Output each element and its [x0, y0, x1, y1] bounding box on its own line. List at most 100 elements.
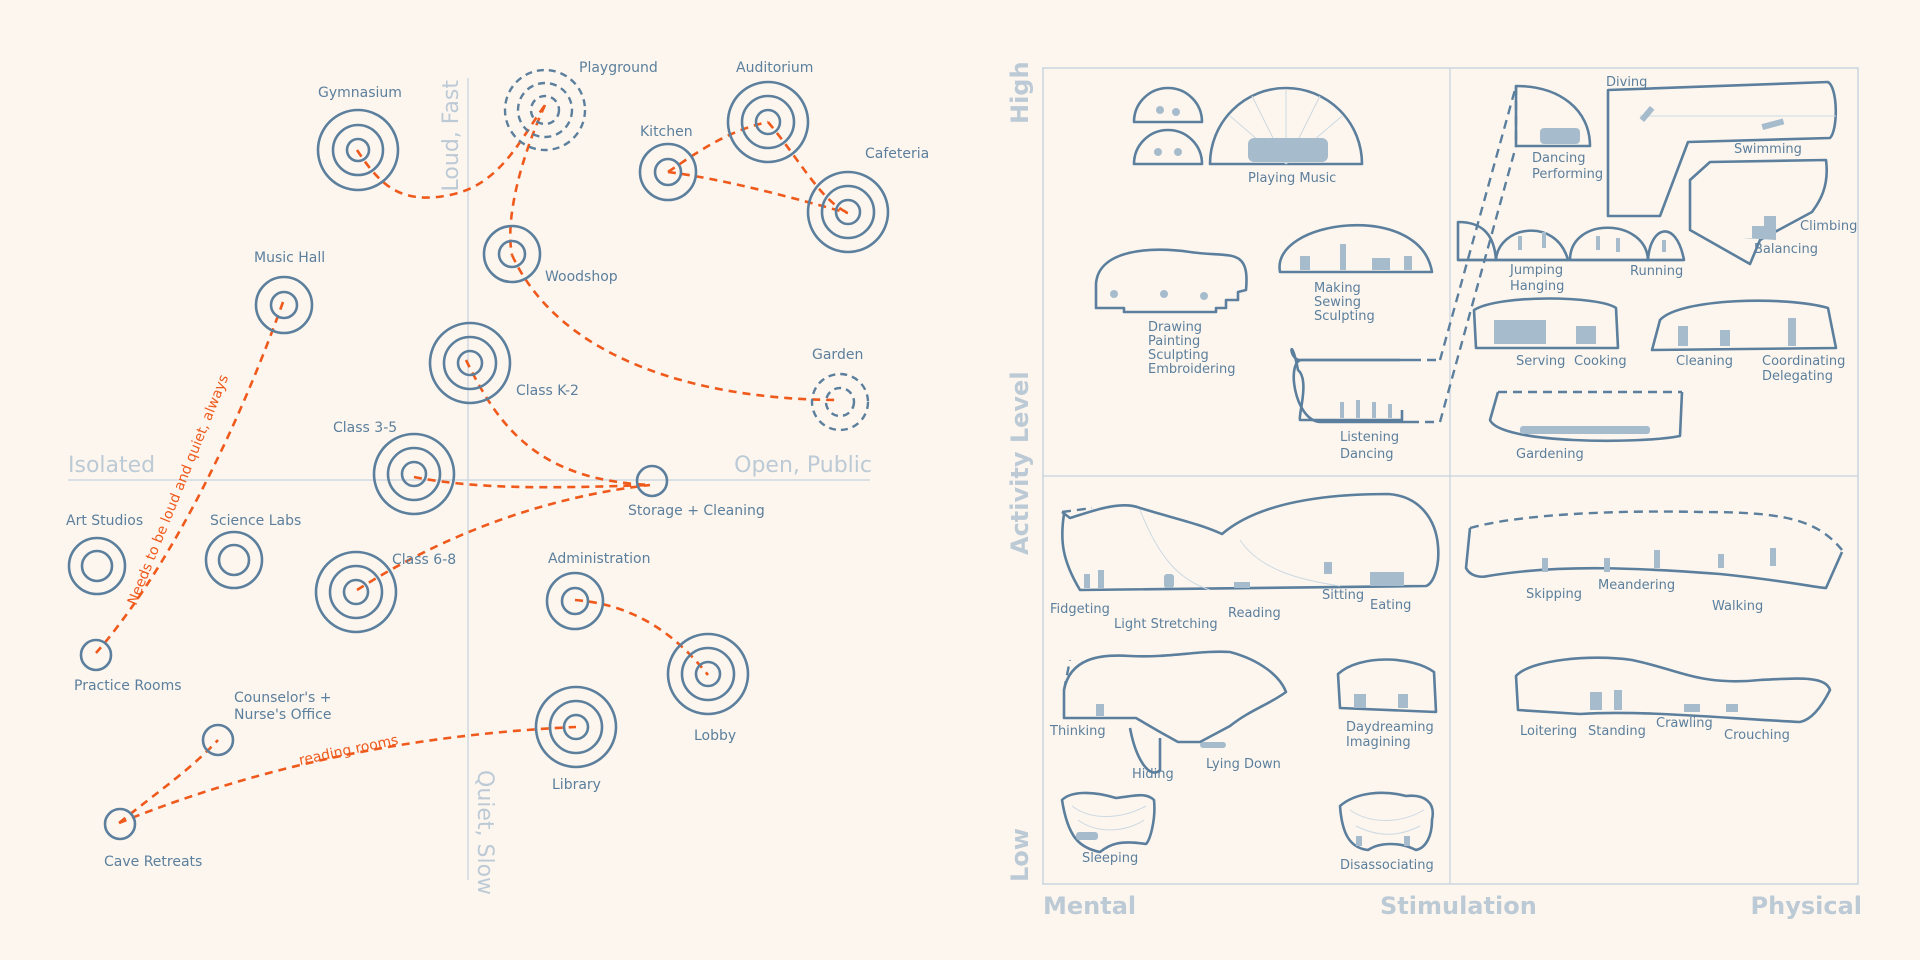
link-35-storage: [413, 475, 651, 489]
axis-label-quiet-slow: Quiet, Slow: [472, 770, 497, 895]
node-gymnasium-rings: [316, 108, 400, 192]
label-music-hall: Music Hall: [254, 250, 325, 266]
label-class-68: Class 6-8: [392, 552, 456, 568]
activity-diving-swimming: Diving Swimming: [1606, 75, 1838, 218]
x-axis-title: Stimulation: [1380, 892, 1537, 920]
label-skipping: Skipping: [1526, 587, 1582, 602]
label-balancing: Balancing: [1754, 242, 1818, 257]
y-axis-high: High: [1006, 61, 1034, 124]
label-cleaning: Cleaning: [1676, 354, 1733, 369]
activity-jumping-running: Jumping Hanging Running: [1456, 220, 1686, 294]
label-eating: Eating: [1370, 598, 1411, 613]
node-counselor-rings: [201, 723, 235, 757]
dancing-connector: [1438, 85, 1518, 423]
label-kitchen: Kitchen: [640, 124, 693, 140]
annotation-needs-loud-quiet: Needs to be loud and quiet, always: [125, 373, 232, 608]
link-gym-playground: [355, 104, 547, 199]
label-embroidering: Embroidering: [1148, 362, 1235, 377]
activity-thinking: Thinking Hiding Lying Down: [1049, 650, 1288, 782]
label-cafeteria: Cafeteria: [865, 146, 929, 162]
label-painting: Painting: [1148, 334, 1200, 349]
node-garden-rings: [810, 372, 870, 432]
label-sitting: Sitting: [1322, 588, 1364, 603]
activity-daydreaming: Daydreaming Imagining: [1336, 658, 1438, 750]
label-thinking: Thinking: [1049, 724, 1106, 739]
y-axis-low: Low: [1006, 828, 1034, 882]
left-diagram: Isolated Open, Public Loud, Fast Quiet, …: [66, 60, 929, 895]
label-fidgeting: Fidgeting: [1050, 602, 1110, 617]
label-coordinating: Coordinating: [1762, 354, 1845, 369]
label-swimming: Swimming: [1734, 142, 1802, 157]
link-cave-library: [118, 725, 577, 825]
link-auditorium-cafeteria: [767, 121, 849, 215]
label-class-35: Class 3-5: [333, 420, 397, 436]
label-auditorium: Auditorium: [736, 60, 813, 76]
activity-loitering: Loitering Standing Crawling Crouching: [1514, 656, 1832, 743]
label-disassociating: Disassociating: [1340, 858, 1434, 873]
label-gardening: Gardening: [1516, 447, 1584, 462]
label-lobby: Lobby: [694, 728, 736, 744]
label-playground: Playground: [579, 60, 658, 76]
link-k2-storage: [464, 359, 651, 487]
label-performing: Performing: [1532, 167, 1603, 182]
label-jumping: Jumping: [1509, 263, 1563, 278]
label-cave-retreats: Cave Retreats: [104, 854, 202, 870]
label-science-labs: Science Labs: [210, 513, 301, 529]
link-68-storage: [356, 483, 651, 592]
activity-serving-cooking: Serving Cooking: [1472, 297, 1627, 369]
node-woodshop-rings: [482, 224, 542, 284]
label-woodshop: Woodshop: [545, 269, 618, 285]
activity-disassociating: Disassociating: [1338, 791, 1435, 873]
activity-dancing-performing: Dancing Performing: [1514, 84, 1603, 182]
label-reading: Reading: [1228, 606, 1281, 621]
relationship-links: [95, 104, 849, 825]
node-library-rings: [534, 685, 618, 769]
activity-gardening: Gardening: [1488, 390, 1684, 462]
node-auditorium-rings: [726, 80, 810, 164]
label-counselor-line2: Nurse's Office: [234, 707, 331, 723]
link-playground-woodshop: [508, 104, 547, 256]
activity-walking: Skipping Meandering Walking: [1464, 510, 1844, 614]
label-playing-music: Playing Music: [1248, 171, 1336, 186]
x-axis-mental: Mental: [1043, 892, 1136, 920]
label-administration: Administration: [548, 551, 650, 567]
label-crouching: Crouching: [1724, 728, 1790, 743]
label-sleeping: Sleeping: [1082, 851, 1138, 866]
activity-making: Making Sewing Sculpting: [1278, 223, 1434, 324]
activity-playing-music: Playing Music: [1132, 86, 1364, 186]
activity-climbing-balancing: Climbing Balancing: [1688, 158, 1857, 266]
node-lobby-rings: [666, 632, 750, 716]
label-listening: Listening: [1340, 430, 1399, 445]
label-daydreaming: Daydreaming: [1346, 720, 1434, 735]
label-running: Running: [1630, 264, 1683, 279]
axis-label-loud-fast: Loud, Fast: [439, 80, 464, 192]
node-practice-rooms-rings: [79, 638, 113, 672]
label-sculpting-2: Sculpting: [1314, 309, 1375, 324]
label-sculpting-1: Sculpting: [1148, 348, 1209, 363]
node-class-35-rings: [372, 432, 456, 516]
label-standing: Standing: [1588, 724, 1646, 739]
y-axis-title: Activity Level: [1006, 371, 1034, 555]
node-class-k2-rings: [428, 321, 512, 405]
label-walking: Walking: [1712, 599, 1763, 614]
node-art-studios-rings: [67, 536, 127, 596]
label-imagining: Imagining: [1346, 735, 1411, 750]
label-meandering: Meandering: [1598, 578, 1675, 593]
label-cooking: Cooking: [1574, 354, 1627, 369]
label-art-studios: Art Studios: [66, 513, 143, 529]
label-storage: Storage + Cleaning: [628, 503, 765, 519]
label-drawing: Drawing: [1148, 320, 1202, 335]
label-making: Making: [1314, 281, 1361, 296]
node-storage-rings: [635, 464, 669, 498]
label-dancing-1: Dancing: [1340, 447, 1393, 462]
activity-cleaning-coordinating: Cleaning Coordinating Delegating: [1650, 299, 1845, 384]
label-diving: Diving: [1606, 75, 1647, 90]
node-cave-retreats-rings: [103, 807, 137, 841]
x-axis-physical: Physical: [1751, 892, 1862, 920]
label-loitering: Loitering: [1520, 724, 1577, 739]
activity-sitting-reading: Fidgeting Light Stretching Reading Sitti…: [1050, 492, 1440, 632]
node-playground-rings: [503, 68, 587, 152]
axis-label-open-public: Open, Public: [734, 453, 872, 478]
label-light-stretching: Light Stretching: [1114, 617, 1218, 632]
label-sewing: Sewing: [1314, 295, 1361, 310]
